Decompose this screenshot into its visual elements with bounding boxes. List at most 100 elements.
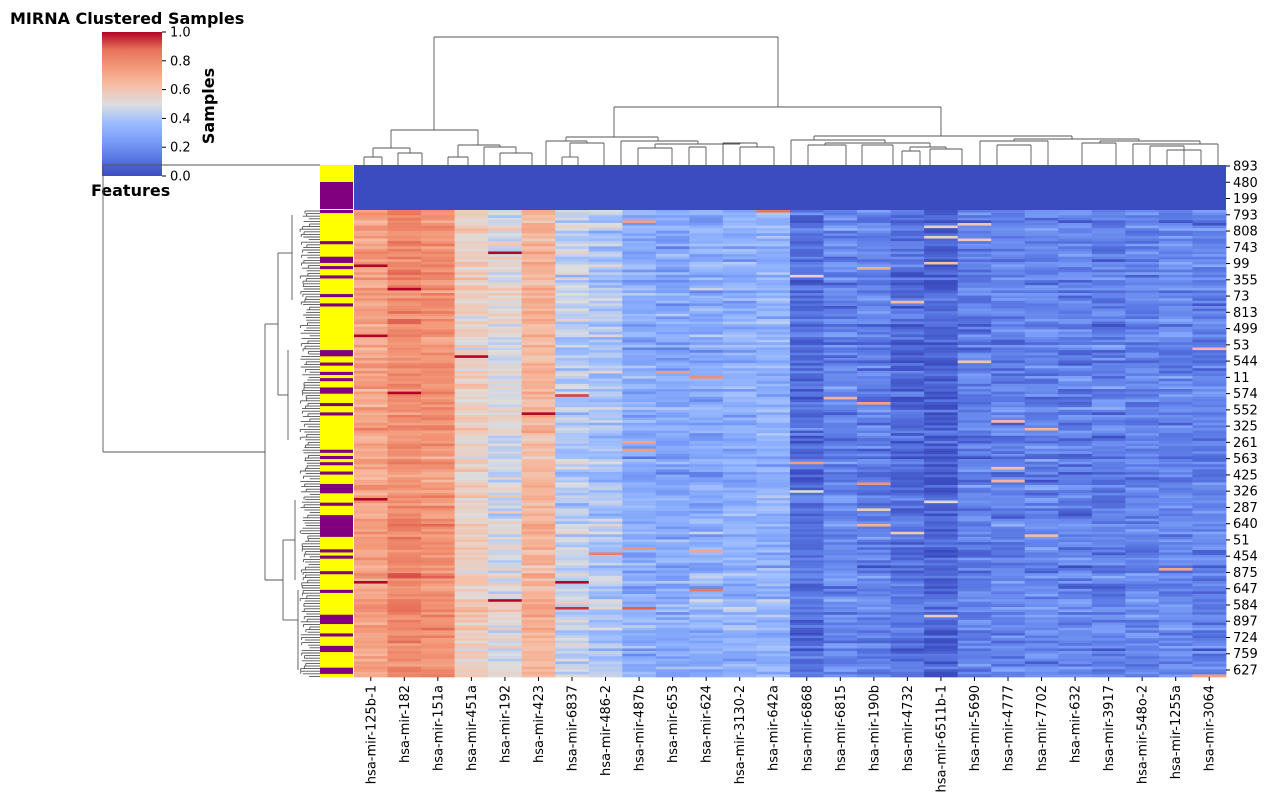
heatmap-cell — [957, 238, 992, 242]
heatmap-cell — [924, 645, 959, 649]
heatmap-cell — [991, 453, 1026, 457]
heatmap-cell — [1125, 518, 1160, 522]
heatmap-cell — [790, 440, 824, 444]
heatmap-cell — [924, 448, 959, 452]
heatmap-cell — [890, 606, 925, 610]
heatmap-cell — [421, 228, 456, 232]
heatmap-cell — [1058, 373, 1093, 377]
heatmap-cell — [722, 513, 757, 517]
heatmap-cell — [1058, 293, 1093, 296]
heatmap-cell — [1058, 575, 1093, 579]
heatmap-cell — [588, 606, 623, 610]
heatmap-cell — [655, 671, 690, 675]
heatmap-cell — [1091, 593, 1126, 597]
heatmap-cell — [488, 669, 523, 673]
heatmap-cell — [387, 570, 422, 574]
heatmap-cell — [655, 295, 690, 299]
heatmap-cell — [890, 656, 925, 660]
heatmap-cell — [790, 326, 824, 330]
heatmap-cell — [1058, 282, 1093, 286]
heatmap-cell — [555, 220, 590, 224]
heatmap-cell — [354, 645, 388, 649]
heatmap-cell — [1158, 407, 1193, 411]
heatmap-cell — [488, 303, 523, 307]
heatmap-cell — [823, 321, 858, 325]
heatmap-cell — [354, 300, 388, 304]
heatmap-cell — [387, 370, 422, 374]
heatmap-cell — [588, 274, 623, 278]
heatmap-cell — [857, 645, 892, 649]
heatmap-cell — [354, 495, 388, 499]
heatmap-cell — [488, 581, 523, 584]
heatmap-cell — [387, 417, 422, 421]
heatmap-cell — [1058, 298, 1093, 302]
heatmap-cell — [924, 427, 959, 431]
heatmap-cell — [454, 259, 489, 263]
heatmap-cell — [890, 350, 925, 354]
heatmap-cell — [421, 238, 456, 242]
heatmap-cell — [1158, 269, 1193, 273]
heatmap-cell — [555, 513, 590, 517]
heatmap-cell — [622, 357, 657, 361]
heatmap-cell — [588, 534, 623, 538]
heatmap-cell — [622, 658, 657, 662]
heatmap-cell — [354, 399, 388, 403]
heatmap-cell — [924, 477, 959, 481]
heatmap-cell — [890, 505, 925, 509]
heatmap-cell — [689, 321, 724, 325]
heatmap-cell — [354, 518, 388, 522]
heatmap-cell — [991, 557, 1026, 561]
heatmap-cell — [991, 651, 1026, 654]
heatmap-cell — [354, 352, 388, 356]
heatmap-cell — [1091, 586, 1126, 590]
heatmap-cell — [857, 355, 892, 359]
heatmap-cell — [1058, 487, 1093, 491]
heatmap-cell — [756, 324, 791, 328]
heatmap-cell — [1058, 389, 1093, 392]
heatmap-cell — [555, 669, 590, 673]
heatmap-cell — [823, 298, 858, 302]
heatmap-cell — [354, 500, 388, 504]
heatmap-cell — [421, 583, 456, 587]
heatmap-cell — [857, 381, 892, 385]
heatmap-cell — [387, 547, 422, 551]
heatmap-cell — [655, 453, 690, 457]
heatmap-cell — [1091, 295, 1126, 299]
heatmap-cell — [555, 435, 590, 439]
heatmap-cell — [354, 337, 388, 341]
heatmap-cell — [823, 485, 858, 488]
heatmap-cell — [1024, 487, 1059, 491]
heatmap-cell — [1091, 557, 1126, 561]
heatmap-cell — [1058, 272, 1093, 276]
heatmap-cell — [521, 251, 556, 255]
heatmap-cell — [421, 456, 456, 460]
heatmap-cell — [555, 461, 590, 465]
heatmap-cell — [957, 464, 992, 468]
heatmap-cell — [722, 217, 757, 221]
heatmap-cell — [957, 261, 992, 265]
heatmap-cell — [857, 653, 892, 657]
heatmap-cell — [655, 274, 690, 278]
heatmap-cell — [823, 409, 858, 413]
heatmap-cell — [622, 619, 657, 623]
heatmap-cell — [1058, 588, 1093, 592]
heatmap-cell — [622, 534, 657, 538]
heatmap-cell — [1091, 508, 1126, 512]
heatmap-cell — [823, 396, 858, 400]
heatmap-cell — [622, 433, 657, 437]
heatmap-cell — [957, 391, 992, 395]
heatmap-cell — [1125, 440, 1160, 444]
heatmap-cell — [1091, 383, 1126, 387]
heatmap-cell — [555, 562, 590, 566]
heatmap-cell — [521, 495, 556, 499]
heatmap-cell — [857, 373, 892, 377]
heatmap-cell — [1024, 451, 1059, 455]
heatmap-cell — [1125, 326, 1160, 330]
heatmap-cell — [454, 215, 489, 219]
heatmap-cell — [1125, 285, 1160, 289]
heatmap-cell — [521, 526, 556, 530]
heatmap-cell — [1024, 500, 1059, 504]
heatmap-cell — [354, 389, 388, 392]
heatmap-cell — [991, 305, 1026, 309]
heatmap-cell — [857, 438, 892, 442]
